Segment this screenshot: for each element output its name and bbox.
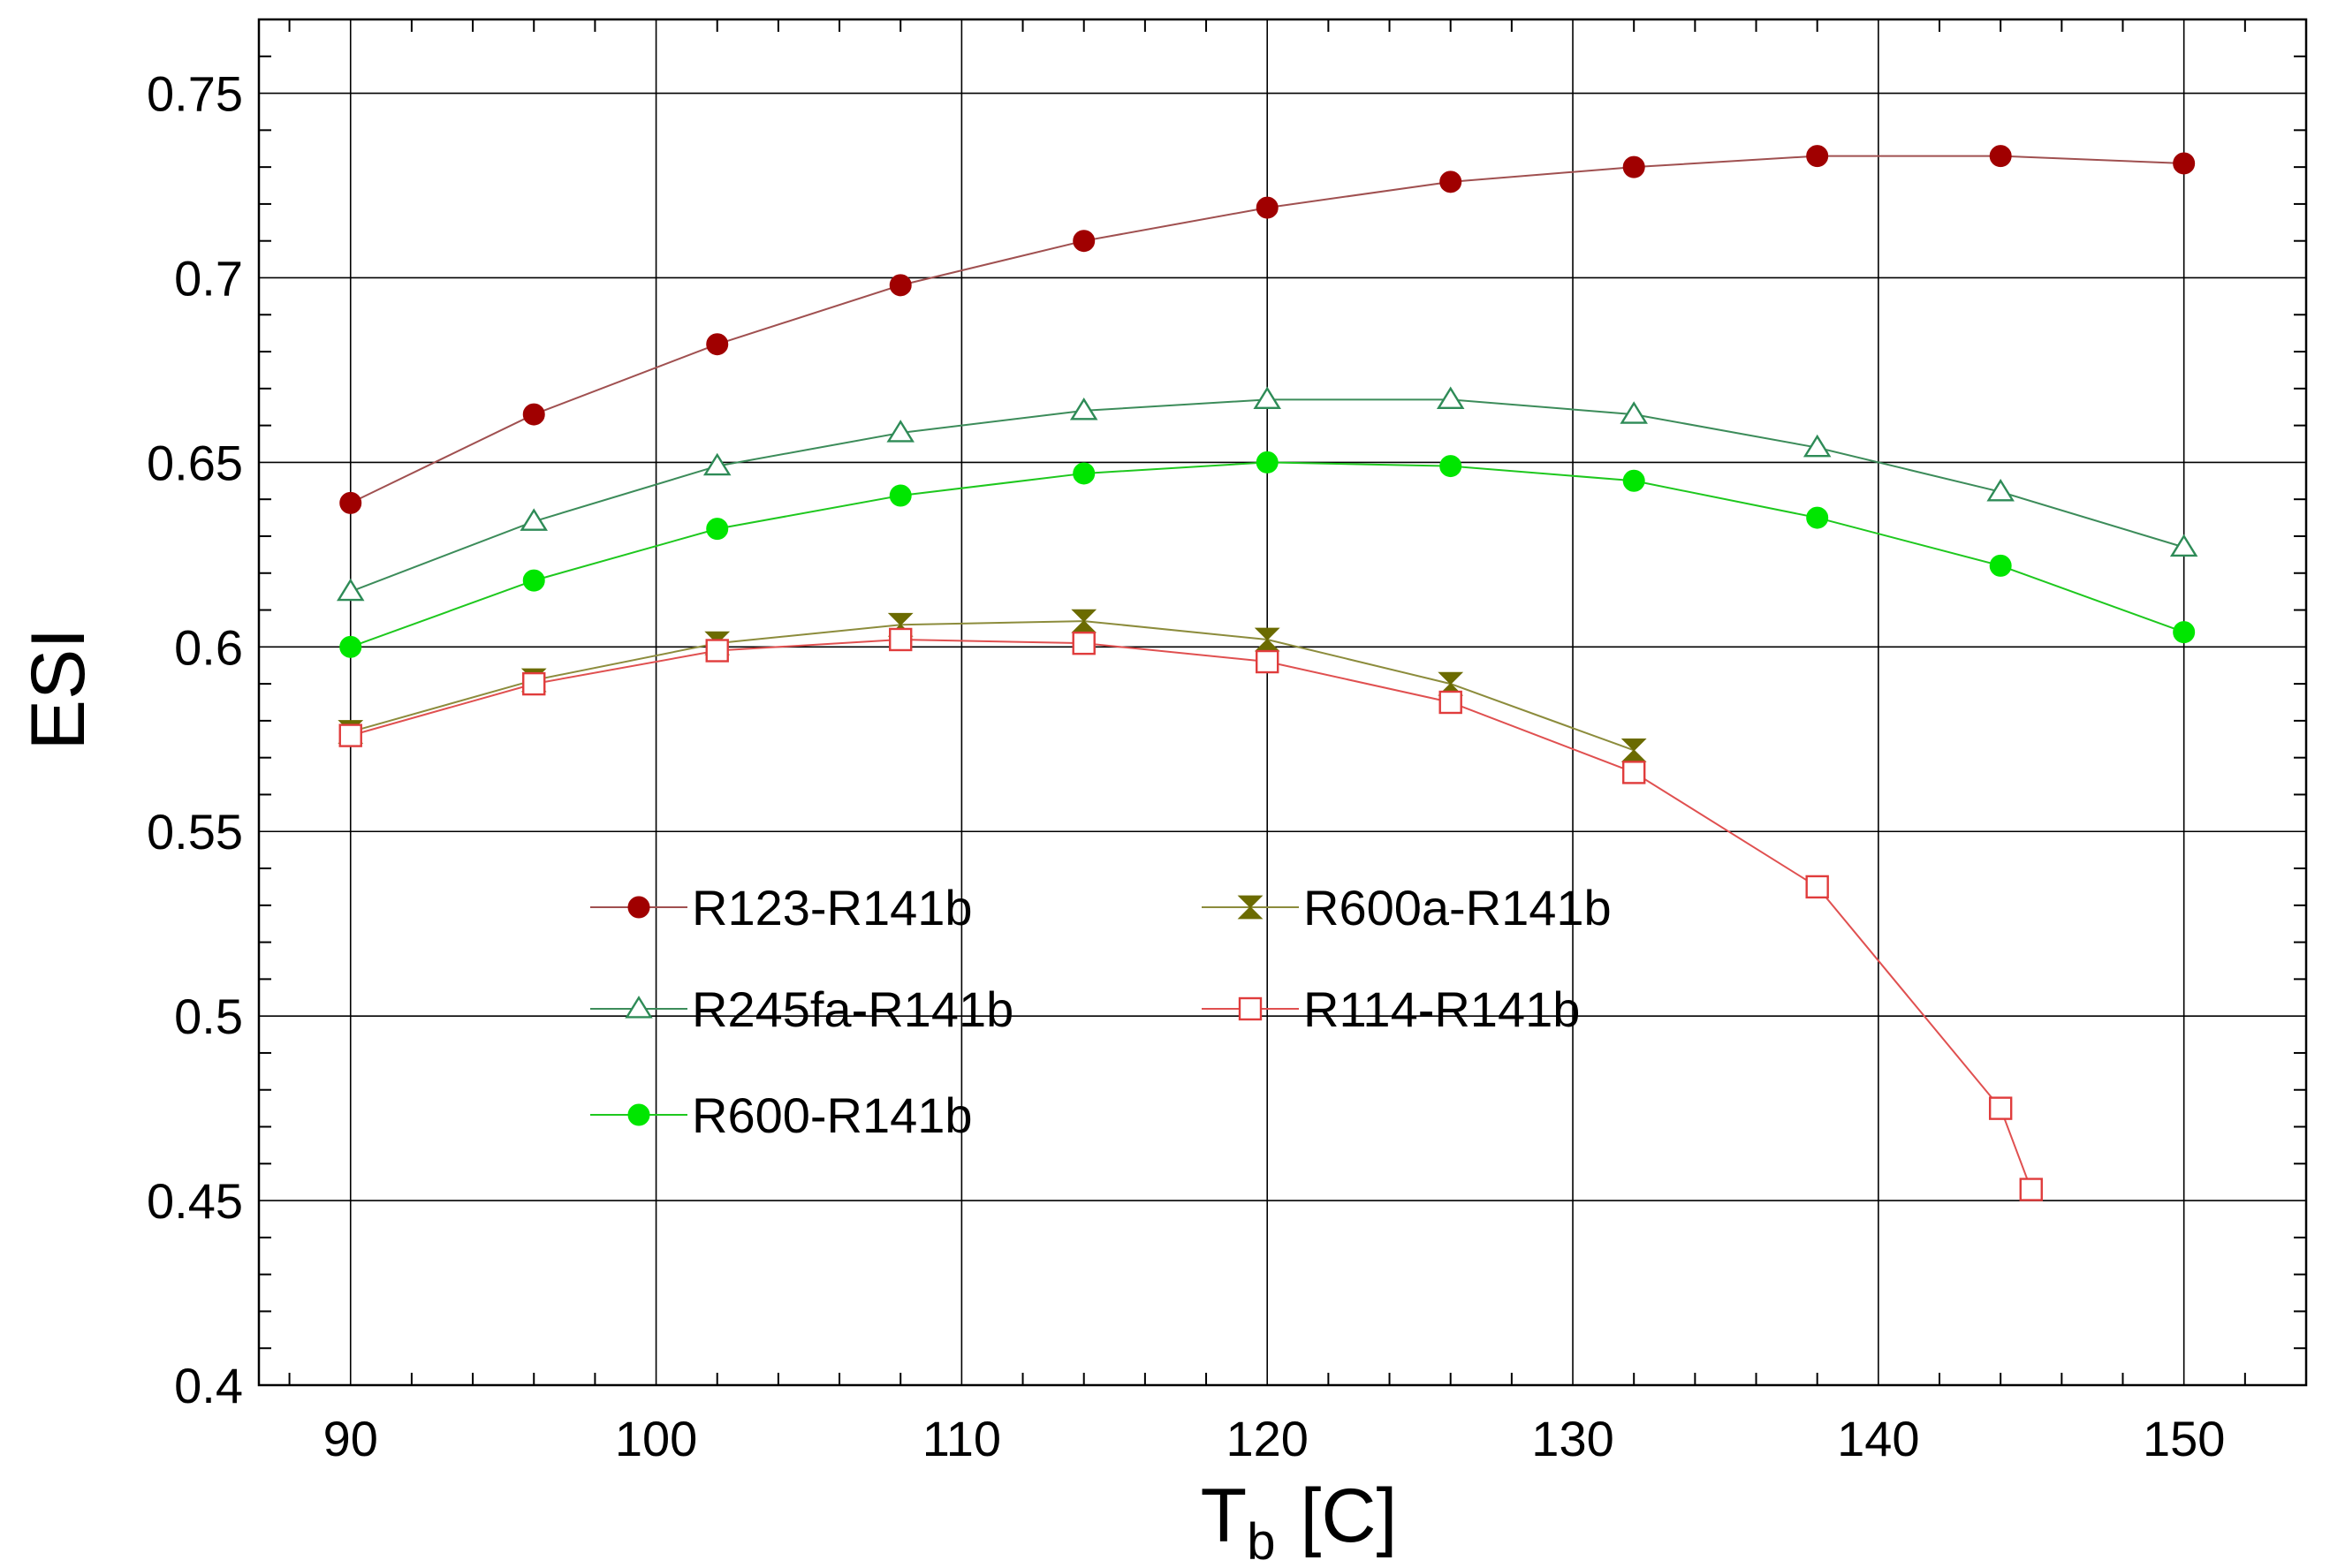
data-point (1073, 462, 1096, 485)
data-point (1988, 1096, 2013, 1120)
data-point (889, 627, 913, 652)
data-point (1806, 145, 1829, 168)
legend-label: R245fa-R141b (692, 981, 1013, 1037)
x-tick-label: 90 (323, 1411, 378, 1466)
data-point (1622, 155, 1645, 178)
minor-ticks (259, 19, 2307, 1385)
y-tick-label: 0.6 (174, 619, 243, 675)
x-axis-label-unit: [C] (1300, 1473, 1397, 1558)
x-axis-label-subscript: b (1247, 1513, 1275, 1568)
y-tick-label: 0.65 (147, 435, 243, 490)
y-tick-label: 0.75 (147, 66, 243, 122)
data-point (627, 896, 650, 919)
x-axis-label: Tb [C] (1201, 1473, 1398, 1568)
data-point (338, 723, 362, 747)
data-point (1439, 170, 1462, 193)
data-point (625, 996, 653, 1019)
data-point (1620, 401, 1648, 424)
data-point (1439, 455, 1462, 478)
y-axis-label: ESI (16, 628, 101, 751)
data-point (1069, 398, 1098, 420)
data-point (520, 508, 548, 531)
legend-item-r114-r141b: R114-R141b (1202, 981, 1580, 1037)
y-tick-label: 0.45 (147, 1173, 243, 1229)
data-point (1438, 690, 1462, 715)
data-point (522, 671, 546, 696)
data-point (522, 403, 545, 426)
data-point (1072, 631, 1096, 655)
plot-frame (257, 18, 2308, 1387)
data-point (1989, 554, 2012, 577)
series-line (350, 620, 1635, 752)
series-r123-r141b (339, 145, 2196, 514)
data-point (1806, 506, 1829, 529)
legend-label: R600a-R141b (1303, 880, 1612, 935)
data-point (1256, 649, 1279, 674)
data-point (2169, 534, 2198, 557)
legend-label: R114-R141b (1303, 981, 1580, 1037)
data-point (1805, 875, 1829, 899)
x-axis-label-symbol: T (1201, 1473, 1248, 1558)
data-point (627, 1103, 650, 1126)
data-point (705, 639, 729, 663)
data-point (1253, 386, 1281, 410)
data-point (886, 420, 915, 443)
y-tick-label: 0.4 (174, 1358, 243, 1413)
data-point (339, 635, 362, 658)
data-point (1256, 451, 1279, 473)
data-point (706, 333, 729, 356)
data-point (2173, 621, 2196, 644)
data-point (339, 491, 362, 514)
x-tick-label: 110 (922, 1411, 1001, 1466)
legend-item-r600-r141b: R600-R141b (590, 1087, 973, 1143)
x-tick-labels: 90 100 110 120 130 140 150 (323, 1411, 2226, 1466)
data-point (706, 518, 729, 541)
data-point (2173, 152, 2196, 175)
x-tick-label: 100 (615, 1411, 697, 1466)
x-tick-label: 150 (2143, 1411, 2225, 1466)
data-point (1237, 895, 1264, 920)
data-point (1622, 469, 1645, 492)
data-point (1073, 230, 1096, 253)
legend: R123-R141b R245fa-R141b R600-R141b R600a-R1… (590, 880, 1612, 1143)
data-point (1238, 996, 1263, 1021)
data-point (889, 484, 912, 507)
data-point (522, 569, 545, 592)
data-point (1986, 478, 2015, 502)
legend-label: R123-R141b (692, 880, 973, 935)
data-point (702, 452, 732, 476)
x-tick-label: 140 (1837, 1411, 1919, 1466)
data-point (1621, 761, 1646, 784)
y-tick-label: 0.55 (147, 804, 243, 860)
y-tick-label: 0.7 (174, 250, 243, 306)
data-series (336, 145, 2198, 1201)
data-point (889, 274, 912, 297)
data-point (2019, 1178, 2043, 1201)
legend-item-r245fa-r141b: R245fa-R141b (590, 981, 1013, 1037)
series-r600-r141b (339, 451, 2196, 658)
data-point (1803, 434, 1832, 458)
y-tick-label: 0.5 (174, 989, 243, 1044)
legend-label: R600-R141b (692, 1087, 973, 1143)
data-point (1256, 196, 1279, 219)
x-tick-label: 130 (1531, 1411, 1613, 1466)
series-r114-r141b (338, 627, 2043, 1201)
y-tick-labels: 0.4 0.45 0.5 0.55 0.6 0.65 0.7 0.75 (147, 66, 243, 1413)
legend-item-r123-r141b: R123-R141b (590, 880, 973, 935)
data-point (1989, 145, 2012, 168)
x-tick-label: 120 (1226, 1411, 1308, 1466)
data-point (1436, 386, 1465, 410)
data-point (336, 578, 365, 602)
legend-item-r600a-r141b: R600a-R141b (1202, 880, 1612, 935)
series-r245fa-r141b (336, 386, 2198, 602)
